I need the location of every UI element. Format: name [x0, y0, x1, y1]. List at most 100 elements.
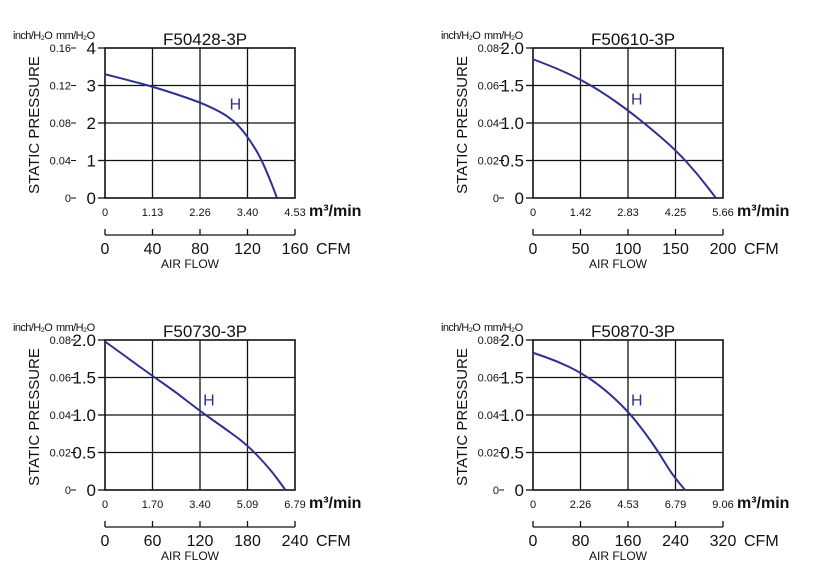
x-tick-label-m3: 2.83 — [617, 207, 638, 219]
x-tick-label-m3: 4.25 — [665, 207, 686, 219]
y-tick-label-mm: 1 — [87, 152, 96, 171]
y-tick-label-inch: 0.08 — [478, 335, 499, 347]
x-tick-label-m3: 0 — [530, 207, 536, 219]
y-tick-label-inch: 0.08 — [50, 335, 71, 347]
x-axis-label: AIR FLOW — [161, 549, 220, 563]
x-tick-label-cfm: 40 — [144, 241, 162, 258]
y-axis-label: STATIC PRESSURE — [26, 56, 43, 194]
chart-title: F50870-3P — [591, 322, 675, 341]
y-tick-label-mm: 2 — [87, 114, 96, 133]
y-unit-inch: inch/H₂O — [441, 30, 481, 42]
y-tick-label-mm: 3 — [87, 77, 96, 96]
y-tick-label-mm: 1.0 — [500, 114, 524, 133]
y-unit-inch: inch/H₂O — [441, 322, 481, 334]
y-tick-label-inch: 0.04 — [478, 118, 499, 130]
series-line-h — [532, 58, 717, 199]
x-tick-label-cfm: 240 — [662, 533, 689, 550]
y-unit-inch: inch/H₂O — [13, 30, 53, 42]
chart-title: F50610-3P — [591, 30, 675, 49]
y-axis-label: STATIC PRESSURE — [454, 348, 471, 486]
x-tick-label-m3: 2.26 — [189, 207, 210, 219]
series-line-h — [532, 351, 686, 491]
x-tick-label-cfm: 160 — [615, 533, 642, 550]
x-tick-label-cfm: 80 — [191, 241, 209, 258]
x-unit-m3: m³/min — [737, 203, 789, 220]
y-axis-label: STATIC PRESSURE — [26, 348, 43, 486]
x-tick-label-m3: 0 — [530, 499, 536, 511]
y-tick-label-inch: 0 — [65, 485, 71, 497]
y-tick-label-inch: 0.06 — [478, 81, 499, 93]
y-tick-label-inch: 0 — [493, 485, 499, 497]
series-label-h: H — [230, 97, 242, 114]
y-unit-mm: mm/H₂O — [56, 30, 96, 42]
x-tick-label-m3: 5.66 — [712, 207, 733, 219]
chart-title: F50428-3P — [163, 30, 247, 49]
x-tick-label-m3: 6.79 — [284, 499, 305, 511]
x-tick-label-m3: 6.79 — [665, 499, 686, 511]
x-tick-label-cfm: 240 — [282, 533, 309, 550]
x-tick-label-cfm: 320 — [710, 533, 737, 550]
x-tick-label-cfm: 120 — [234, 241, 261, 258]
x-unit-m3: m³/min — [737, 495, 789, 512]
y-unit-inch: inch/H₂O — [13, 322, 53, 334]
y-tick-label-mm: 0 — [87, 481, 96, 500]
x-tick-label-cfm: 80 — [572, 533, 590, 550]
x-unit-cfm: CFM — [744, 241, 779, 258]
y-tick-label-inch: 0.06 — [478, 373, 499, 385]
x-tick-label-cfm: 180 — [234, 533, 261, 550]
y-tick-label-mm: 4 — [87, 39, 96, 58]
x-unit-cfm: CFM — [316, 533, 351, 550]
y-tick-label-inch: 0 — [65, 193, 71, 205]
y-tick-label-inch: 0.02 — [478, 448, 499, 460]
y-tick-label-mm: 1.5 — [500, 77, 524, 96]
y-tick-label-inch: 0.04 — [478, 410, 499, 422]
x-tick-label-m3: 0 — [102, 499, 108, 511]
x-axis-label: AIR FLOW — [589, 257, 648, 271]
series-line-h — [104, 340, 287, 491]
x-tick-label-m3: 1.13 — [142, 207, 163, 219]
y-tick-label-inch: 0.08 — [478, 43, 499, 55]
y-tick-label-mm: 1.0 — [72, 406, 96, 425]
x-tick-label-m3: 0 — [102, 207, 108, 219]
y-tick-label-mm: 0 — [515, 481, 524, 500]
x-tick-label-cfm: 60 — [144, 533, 162, 550]
x-tick-label-cfm: 0 — [101, 241, 110, 258]
x-tick-label-m3: 2.26 — [570, 499, 591, 511]
y-tick-label-inch: 0.08 — [50, 118, 71, 130]
y-tick-label-inch: 0.06 — [50, 373, 71, 385]
series-label-h: H — [203, 392, 215, 409]
series-label-h: H — [631, 392, 643, 409]
x-tick-label-m3: 1.42 — [570, 207, 591, 219]
y-tick-label-mm: 0.5 — [500, 444, 524, 463]
y-unit-mm: mm/H₂O — [484, 30, 524, 42]
x-tick-label-cfm: 150 — [662, 241, 689, 258]
y-tick-label-mm: 2.0 — [500, 39, 524, 58]
x-tick-label-cfm: 100 — [615, 241, 642, 258]
x-tick-label-cfm: 160 — [282, 241, 309, 258]
x-tick-label-m3: 9.06 — [712, 499, 733, 511]
y-tick-label-mm: 0.5 — [500, 152, 524, 171]
x-tick-label-cfm: 0 — [529, 241, 538, 258]
x-tick-label-cfm: 200 — [710, 241, 737, 258]
y-unit-mm: mm/H₂O — [56, 322, 96, 334]
x-tick-label-m3: 4.53 — [617, 499, 638, 511]
y-tick-label-inch: 0 — [493, 193, 499, 205]
x-unit-cfm: CFM — [316, 241, 351, 258]
x-tick-label-cfm: 120 — [187, 533, 214, 550]
y-axis-label: STATIC PRESSURE — [454, 56, 471, 194]
x-tick-label-m3: 3.40 — [237, 207, 258, 219]
series-line-h — [104, 73, 278, 199]
x-tick-label-m3: 4.53 — [284, 207, 305, 219]
x-tick-label-m3: 5.09 — [237, 499, 258, 511]
x-unit-m3: m³/min — [309, 203, 361, 220]
y-tick-label-inch: 0.02 — [50, 448, 71, 460]
y-tick-label-mm: 2.0 — [500, 331, 524, 350]
y-tick-label-mm: 2.0 — [72, 331, 96, 350]
y-tick-label-inch: 0.12 — [50, 81, 71, 93]
